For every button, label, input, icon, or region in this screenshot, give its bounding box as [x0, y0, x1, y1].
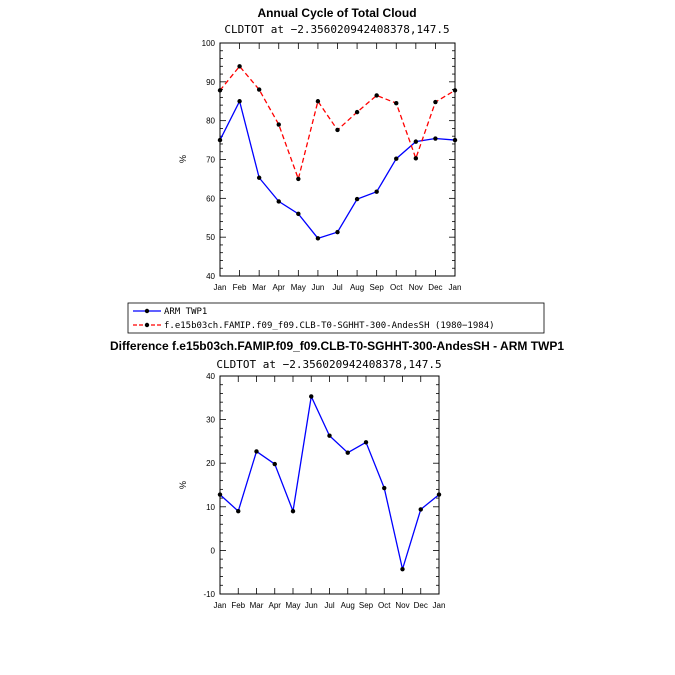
series-line-0 — [219, 99, 456, 240]
chart2-frame — [219, 375, 440, 595]
data-point — [237, 64, 242, 69]
x-tick-label: Mar — [252, 283, 266, 292]
y-tick-label: 40 — [206, 372, 215, 381]
x-tick-label: Jun — [305, 601, 318, 610]
x-tick-label: Jul — [324, 601, 334, 610]
x-tick-label: Dec — [414, 601, 428, 610]
legend-label-arm: ARM TWP1 — [164, 307, 207, 317]
y-tick-label: 30 — [206, 416, 215, 425]
data-point — [394, 100, 399, 106]
chart1-frame — [219, 42, 456, 277]
data-point — [374, 93, 379, 98]
y-tick-label: 70 — [206, 156, 215, 165]
data-point — [309, 394, 314, 399]
chart2-subtitle: CLDTOT at −2.356020942408378,147.5 — [216, 358, 441, 371]
x-tick-label: May — [291, 283, 306, 292]
data-point — [296, 176, 301, 182]
x-tick-label: Jul — [332, 283, 342, 292]
data-point — [237, 99, 242, 104]
data-point — [290, 508, 296, 514]
x-tick-label: Oct — [390, 283, 403, 292]
data-point — [363, 440, 369, 445]
data-point — [436, 492, 442, 497]
chart2-plot-area: -10 0 10 20 30 40 Jan Feb Mar Apr May Jun Jul Aug Sep O… — [203, 372, 445, 610]
data-point — [296, 211, 301, 217]
data-point — [335, 127, 340, 133]
data-point — [418, 507, 423, 512]
chart2-y-axis-label: % — [178, 481, 188, 489]
data-point — [354, 196, 360, 202]
x-tick-label: Jan — [214, 601, 227, 610]
x-tick-label: Apr — [269, 601, 282, 610]
x-tick-label: Apr — [273, 283, 286, 292]
data-point — [256, 175, 262, 180]
x-tick-label: Jun — [311, 283, 324, 292]
x-tick-label: Oct — [378, 601, 391, 610]
chart1-legend: ARM TWP1 f.e15b03ch.FAMIP.f09_f09.CLB-T0… — [127, 302, 545, 334]
legend-marker-arm — [144, 308, 150, 314]
legend-label-model: f.e15b03ch.FAMIP.f09_f09.CLB-T0-SGHHT-30… — [164, 321, 495, 331]
data-point — [217, 137, 223, 143]
y-tick-label: 40 — [206, 272, 215, 281]
data-point — [217, 492, 223, 497]
data-point — [254, 449, 259, 454]
data-point — [433, 136, 438, 141]
x-tick-label: Jan — [214, 283, 227, 292]
data-point — [394, 156, 399, 161]
data-point — [256, 87, 262, 92]
x-tick-label: Aug — [341, 601, 355, 610]
x-tick-label: Jan — [449, 283, 462, 292]
data-point — [327, 433, 332, 438]
data-point — [276, 122, 281, 127]
x-tick-label: Mar — [250, 601, 264, 610]
legend-box — [127, 302, 545, 334]
y-tick-label: 60 — [206, 194, 215, 203]
y-tick-label: -10 — [203, 590, 215, 599]
data-point — [382, 485, 387, 491]
y-tick-label: 0 — [211, 546, 216, 555]
data-point — [452, 88, 458, 93]
x-tick-label: Feb — [233, 283, 247, 292]
x-tick-label: May — [285, 601, 300, 610]
data-point — [413, 156, 419, 161]
data-point — [315, 236, 321, 241]
data-point — [345, 450, 350, 455]
y-tick-label: 20 — [206, 459, 215, 468]
chart1-title: Annual Cycle of Total Cloud — [257, 6, 416, 20]
y-tick-label: 100 — [202, 39, 216, 48]
x-tick-label: Nov — [409, 283, 423, 292]
data-point — [354, 109, 360, 115]
data-point — [315, 99, 321, 104]
data-point — [413, 139, 419, 144]
chart1-plot-area: 40 50 60 70 80 90 100 Jan Feb Mar Apr May Jun Jul Aug S… — [202, 39, 462, 292]
y-tick-label: 80 — [206, 117, 215, 126]
data-point — [236, 508, 241, 514]
y-tick-label: 10 — [206, 503, 215, 512]
data-point — [400, 566, 405, 572]
x-tick-label: Nov — [395, 601, 409, 610]
x-tick-label: Aug — [350, 283, 364, 292]
data-point — [272, 461, 277, 467]
x-tick-label: Sep — [359, 601, 374, 610]
data-point — [374, 189, 379, 194]
x-tick-label: Jan — [433, 601, 446, 610]
y-tick-label: 50 — [206, 233, 215, 242]
x-tick-label: Feb — [231, 601, 245, 610]
chart1-y-axis-label: % — [178, 155, 188, 163]
chart2-title: Difference f.e15b03ch.FAMIP.f09_f09.CLB-… — [110, 339, 564, 353]
y-tick-label: 90 — [206, 78, 215, 87]
data-point — [452, 137, 458, 143]
data-point — [276, 199, 281, 204]
legend-marker-model — [144, 322, 150, 328]
data-point — [433, 99, 438, 105]
data-point — [335, 229, 340, 235]
data-point — [217, 88, 223, 93]
x-tick-label: Dec — [428, 283, 442, 292]
chart1-subtitle: CLDTOT at −2.356020942408378,147.5 — [224, 23, 449, 36]
series-line-0 — [219, 394, 440, 572]
x-tick-label: Sep — [370, 283, 385, 292]
